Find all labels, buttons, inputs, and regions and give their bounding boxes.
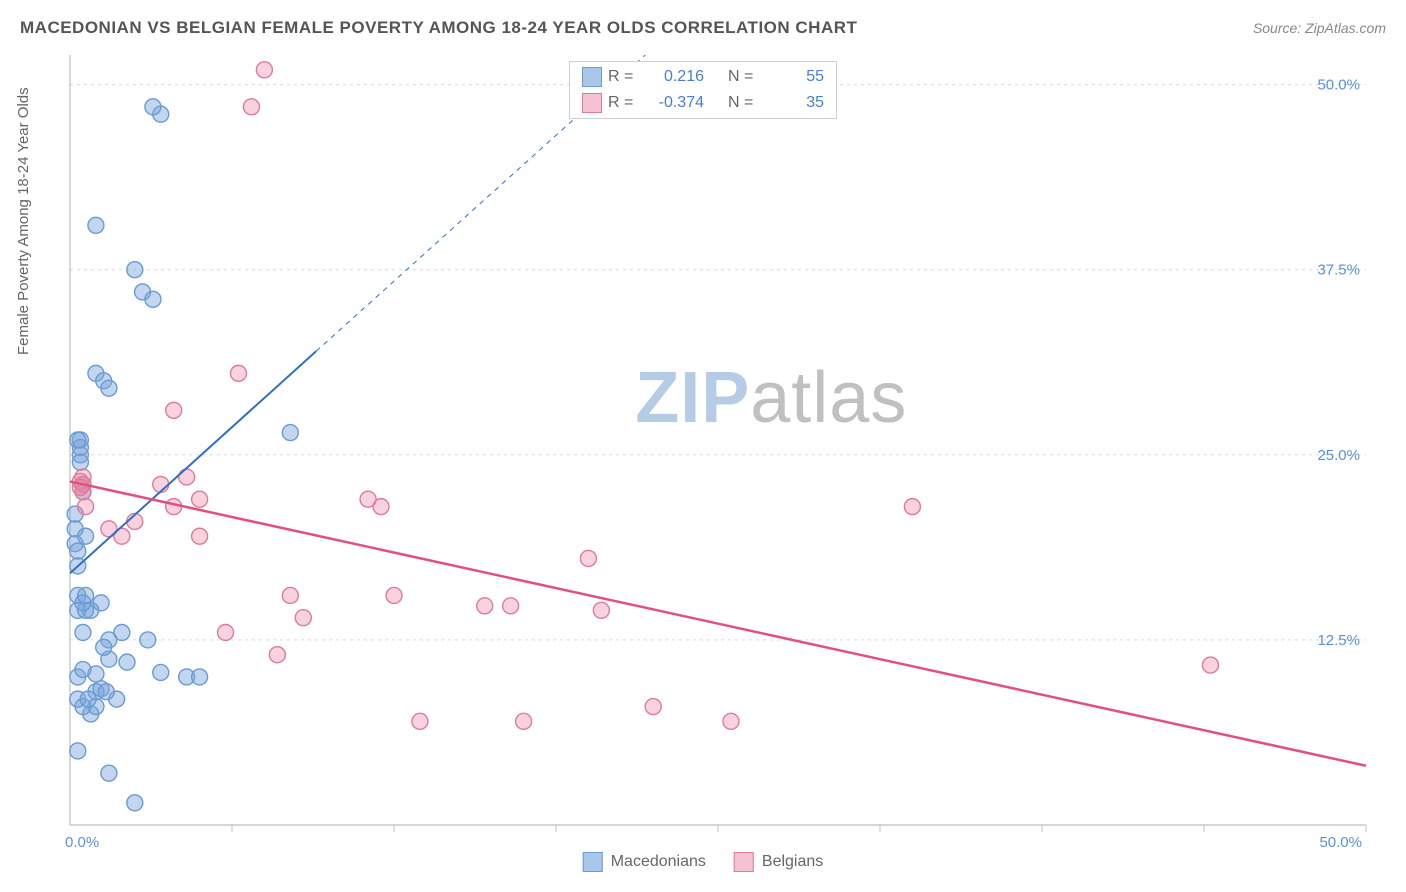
r-value-belgians: -0.374 [646,94,704,112]
series-name-belgians: Belgians [762,853,823,871]
n-value-macedonians: 55 [766,68,824,86]
legend-row-belgians: R = -0.374 N = 35 [570,90,836,116]
source-prefix: Source: [1253,20,1305,36]
legend-row-macedonians: R = 0.216 N = 55 [570,64,836,90]
r-label: R = [608,94,640,112]
source-name: ZipAtlas.com [1305,20,1386,36]
n-value-belgians: 35 [766,94,824,112]
source-attribution: Source: ZipAtlas.com [1253,20,1386,36]
svg-text:50.0%: 50.0% [1319,834,1362,851]
svg-text:50.0%: 50.0% [1317,77,1360,94]
series-legend: Macedonians Belgians [583,852,824,872]
svg-text:37.5%: 37.5% [1317,262,1360,279]
n-label: N = [728,94,760,112]
n-label: N = [728,68,760,86]
legend-item-macedonians: Macedonians [583,852,706,872]
swatch-belgians [734,852,754,872]
swatch-belgians [582,93,602,113]
svg-text:25.0%: 25.0% [1317,447,1360,464]
r-value-macedonians: 0.216 [646,68,704,86]
r-label: R = [608,68,640,86]
series-name-macedonians: Macedonians [611,853,706,871]
swatch-macedonians [582,67,602,87]
chart-area: Female Poverty Among 18-24 Year Olds 12.… [20,55,1386,872]
chart-header: MACEDONIAN VS BELGIAN FEMALE POVERTY AMO… [20,18,1386,38]
swatch-macedonians [583,852,603,872]
correlation-legend: R = 0.216 N = 55 R = -0.374 N = 35 [569,61,837,119]
y-axis-label: Female Poverty Among 18-24 Year Olds [15,87,32,355]
svg-text:12.5%: 12.5% [1317,632,1360,649]
scatter-plot-svg: 12.5% 25.0% 37.5% 50.0% 0.0% 50.0% [20,55,1386,855]
legend-item-belgians: Belgians [734,852,823,872]
chart-title: MACEDONIAN VS BELGIAN FEMALE POVERTY AMO… [20,18,857,38]
svg-text:0.0%: 0.0% [65,834,99,851]
